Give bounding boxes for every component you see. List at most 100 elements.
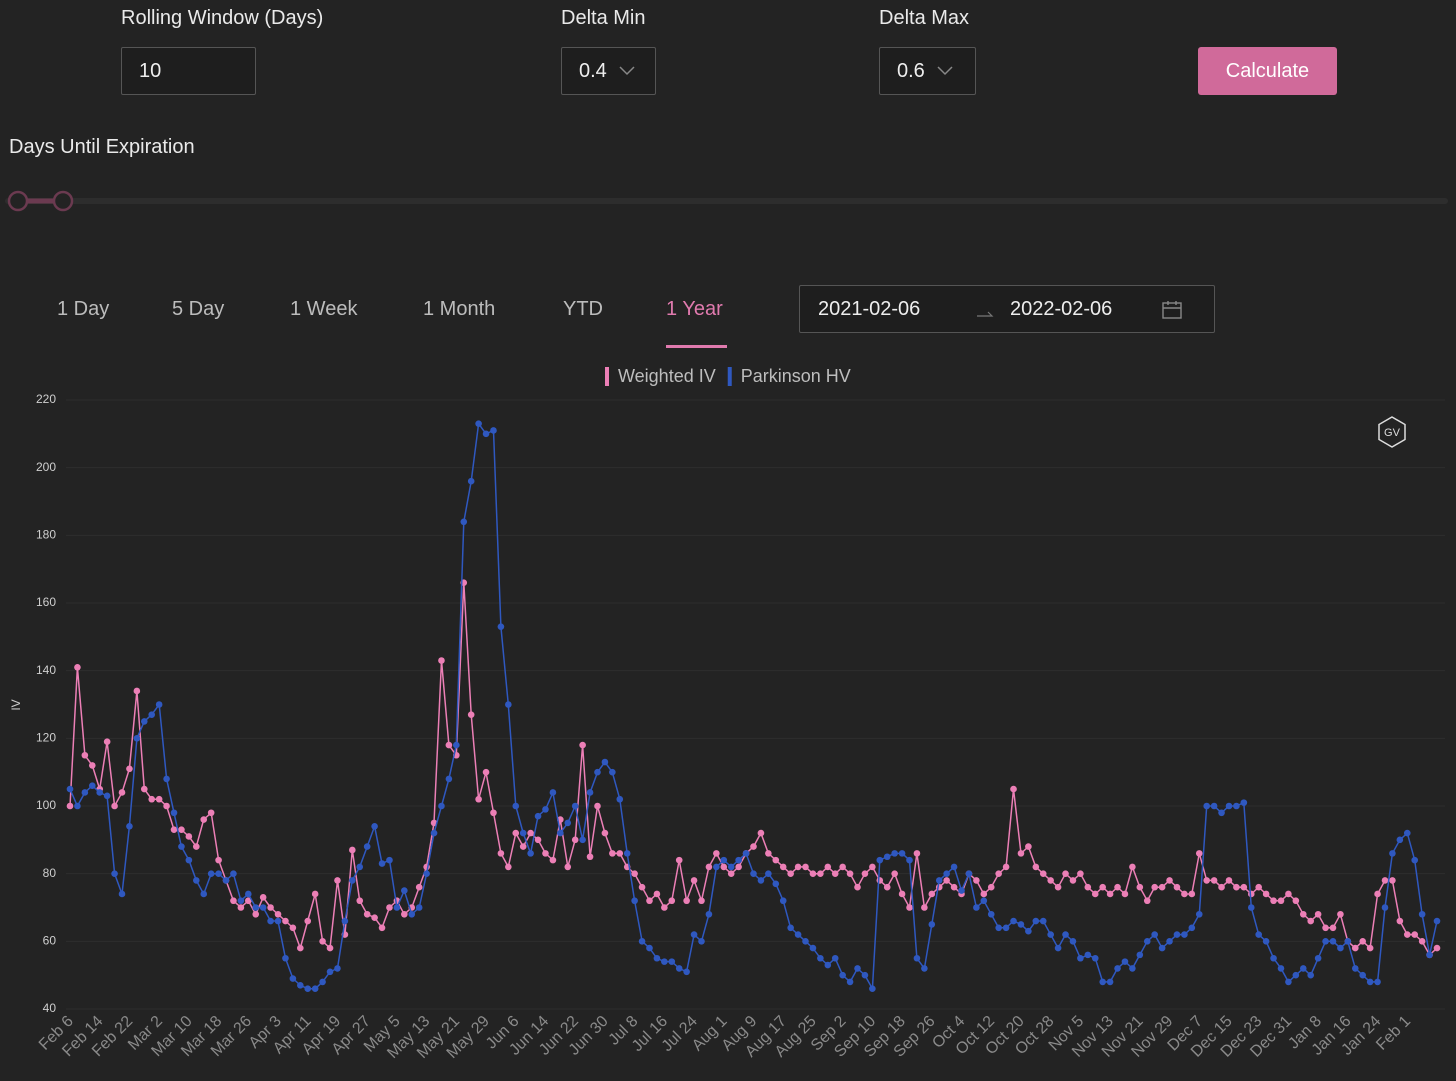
point — [1411, 931, 1419, 938]
tab[interactable]: 1 Year — [666, 298, 723, 320]
point — [995, 924, 1002, 932]
point — [1218, 809, 1225, 817]
range-slider[interactable] — [0, 185, 1456, 217]
point — [1136, 951, 1144, 959]
point — [713, 850, 720, 857]
point — [133, 687, 141, 695]
tab[interactable]: 1 Month — [423, 298, 496, 320]
point — [1151, 931, 1158, 938]
point — [779, 863, 787, 871]
point — [1114, 883, 1121, 891]
point — [155, 701, 163, 708]
range-arrow — [977, 311, 994, 317]
point — [1114, 965, 1121, 972]
point — [1062, 931, 1069, 938]
point — [1143, 938, 1151, 945]
point — [846, 978, 854, 986]
point — [1158, 883, 1166, 891]
calculate-button[interactable]: Calculate — [1198, 47, 1337, 95]
point — [757, 877, 765, 884]
point — [1210, 802, 1218, 810]
point — [192, 843, 200, 850]
point — [1099, 978, 1106, 986]
point — [148, 711, 156, 718]
point — [661, 958, 668, 965]
point — [935, 877, 943, 884]
point — [96, 789, 104, 796]
tab[interactable]: 1 Day — [57, 298, 110, 320]
date-range[interactable]: 2021-02-06 2022-02-06 — [799, 285, 1215, 333]
select[interactable]: 0.4 — [561, 47, 656, 95]
point — [735, 863, 742, 871]
legend-label: Weighted IV — [618, 366, 716, 386]
label: Days Until Expiration — [9, 136, 195, 158]
point — [943, 877, 950, 884]
point — [750, 843, 757, 850]
point — [512, 802, 520, 810]
point — [1411, 856, 1419, 864]
point — [259, 894, 267, 901]
point — [1084, 883, 1092, 891]
point — [163, 775, 170, 783]
point — [1396, 836, 1404, 844]
point — [1084, 951, 1092, 959]
point — [1307, 971, 1315, 979]
point — [111, 870, 118, 877]
point — [906, 904, 913, 911]
point — [230, 897, 237, 905]
point — [1337, 910, 1344, 918]
point — [192, 877, 200, 884]
point — [185, 856, 193, 864]
point — [1225, 802, 1233, 810]
point — [1054, 883, 1062, 891]
point — [1255, 883, 1262, 891]
tab[interactable]: YTD — [563, 298, 603, 320]
point — [519, 829, 527, 837]
point — [230, 870, 237, 877]
point — [1077, 954, 1084, 962]
point — [1218, 883, 1225, 891]
point — [646, 944, 653, 952]
point — [1247, 890, 1255, 898]
tab[interactable]: 1 Week — [290, 298, 358, 320]
point — [1195, 910, 1203, 918]
point — [1173, 931, 1181, 938]
point — [170, 826, 178, 833]
y-tick-label: 200 — [36, 460, 56, 474]
point — [765, 850, 772, 857]
point — [215, 856, 222, 864]
point — [215, 870, 222, 877]
select[interactable]: 0.6 — [879, 47, 976, 95]
point — [698, 938, 705, 945]
point — [631, 870, 638, 877]
point — [103, 792, 111, 800]
point — [252, 904, 260, 911]
point — [237, 904, 245, 911]
point — [505, 863, 512, 871]
point — [549, 789, 557, 796]
point — [564, 819, 572, 827]
point — [809, 870, 817, 877]
input[interactable]: 10 — [121, 47, 256, 95]
point — [1359, 938, 1367, 945]
point — [698, 897, 705, 905]
point — [334, 877, 341, 884]
point — [1136, 883, 1144, 891]
point — [363, 910, 371, 918]
point — [675, 856, 683, 864]
calendar-icon — [1162, 301, 1182, 319]
point — [140, 785, 148, 793]
y-tick-label: 220 — [36, 392, 56, 406]
point — [1032, 917, 1040, 925]
point — [103, 738, 111, 746]
tab[interactable]: 5 Day — [172, 298, 225, 320]
point — [88, 762, 96, 769]
point — [809, 944, 817, 952]
point — [950, 883, 958, 891]
point — [987, 883, 995, 891]
point — [482, 430, 490, 438]
point — [869, 985, 876, 992]
point — [207, 809, 215, 817]
point — [74, 802, 81, 810]
point — [898, 850, 906, 857]
